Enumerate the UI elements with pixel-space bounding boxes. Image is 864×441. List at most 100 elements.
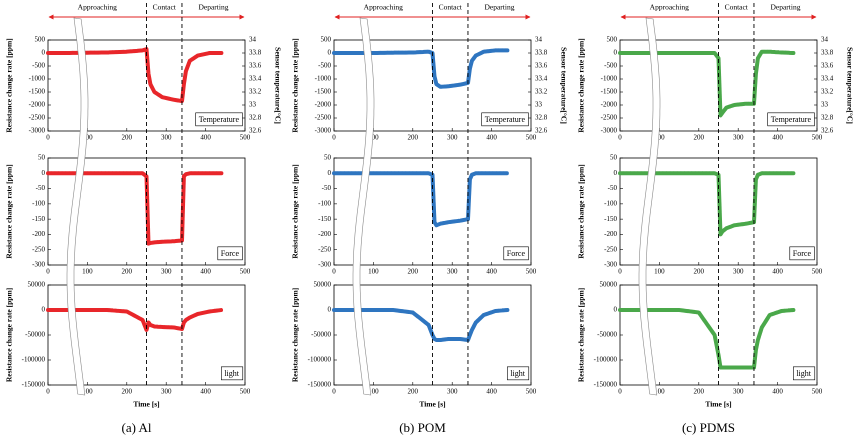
panel-label: Temperature [771,115,812,124]
panel-label-box [481,112,529,127]
x-tick-label: 400 [486,268,497,276]
y-tick-label: -150 [604,215,617,223]
y2-tick-label: 33 [249,101,257,109]
panel-label-box [767,112,815,127]
x-axis-label: Time [s] [419,400,445,409]
y-tick-label: -50 [322,184,332,192]
x-tick-label: 0 [46,268,50,276]
axis-break [66,17,89,396]
y2-tick-label: 33.2 [535,88,548,96]
x-tick-label: 200 [122,134,133,142]
x-tick-label: 0 [46,134,50,142]
phase-label: Contact [439,3,463,12]
x-tick-label: 500 [240,134,251,142]
y-axis-label: Resistance change rate [ppm] [577,288,586,382]
y2-tick-label: 33 [535,101,543,109]
x-tick-label: 300 [161,268,172,276]
panel-label-box [195,112,243,127]
caption: (b) POM [399,420,446,435]
y-tick-label: -150000 [594,381,618,389]
y-tick-label: -150000 [308,381,332,389]
panel-label-box [793,366,816,381]
x-tick-label: 200 [408,268,419,276]
x-tick-label: 100 [654,388,665,396]
x-tick-label: 500 [812,388,823,396]
panel-label-box [507,366,530,381]
y-tick-label: 0 [42,306,46,314]
x-tick-label: 0 [332,134,336,142]
y2-tick-label: 32.8 [249,114,262,122]
x-tick-label: 0 [618,134,622,142]
x-tick-label: 200 [694,134,705,142]
x-tick-label: 300 [447,388,458,396]
y2-tick-label: 33.8 [249,49,262,57]
y2-tick-label: 32.6 [249,127,262,135]
x-tick-label: 400 [772,134,783,142]
x-tick-label: 100 [368,268,379,276]
y2-tick-label: 33.2 [249,88,262,96]
y-axis-label: Resistance change rate [ppm] [291,288,300,382]
panel-label-box [503,246,529,261]
x-tick-label: 400 [200,134,211,142]
y-axis-label: Resistance change rate [ppm] [5,288,14,382]
phase-label: Departing [198,3,228,12]
y-tick-label: 50 [324,154,332,162]
x-tick-label: 100 [82,268,93,276]
y-tick-label: -3000 [315,127,332,135]
y-tick-label: -2500 [29,114,46,122]
x-tick-label: 200 [408,134,419,142]
data-line [46,171,224,246]
y-tick-label: -200 [604,230,617,238]
y-tick-label: 0 [42,169,46,177]
y-tick-label: -50 [36,184,46,192]
y2-tick-label: 34 [821,36,829,44]
y-axis-label: Resistance change rate [ppm] [291,164,300,258]
y2-axis-label: Sensor temperature[°C] [559,47,568,124]
y-axis-label: Resistance change rate [ppm] [577,164,586,258]
y-tick-label: -150000 [22,381,46,389]
y-tick-label: -2500 [601,114,618,122]
y-tick-label: -50000 [597,331,617,339]
y-axis-label: Resistance change rate [ppm] [291,38,300,132]
x-tick-label: 100 [82,388,93,396]
phase-label: Approaching [364,3,403,12]
panel-label: light [510,369,525,378]
data-line [332,171,510,228]
y-tick-label: -1000 [315,75,332,83]
y2-tick-label: 33.6 [535,62,548,70]
y-tick-label: -2000 [29,101,46,109]
axis-break [352,17,375,396]
data-line [618,308,796,370]
y-tick-label: 500 [607,36,618,44]
y-tick-label: -50 [608,184,618,192]
y-tick-label: 500 [35,36,46,44]
y-tick-label: 50000 [600,281,618,289]
y-tick-label: 50 [38,154,46,162]
panel-label: Temperature [485,115,526,124]
panel-label: Force [507,249,526,258]
y2-tick-label: 32.6 [821,127,834,135]
x-tick-label: 300 [161,134,172,142]
y2-tick-label: 33.8 [821,49,834,57]
x-tick-label: 500 [812,134,823,142]
x-tick-label: 100 [654,268,665,276]
y2-tick-label: 33.4 [821,75,834,83]
data-line [332,308,510,342]
y-tick-label: -2500 [315,114,332,122]
y-tick-label: -50000 [25,331,45,339]
panel-label: Force [221,249,240,258]
y2-tick-label: 33.8 [535,49,548,57]
x-tick-label: 0 [618,268,622,276]
x-tick-label: 200 [122,388,133,396]
x-tick-label: 400 [200,388,211,396]
x-axis-label: Time [s] [133,400,159,409]
y-tick-label: -50000 [311,331,331,339]
x-tick-label: 500 [526,268,537,276]
y-tick-label: -150 [32,215,45,223]
y-tick-label: -250 [32,245,45,253]
y-tick-label: -100 [32,199,45,207]
y-tick-label: -1500 [29,88,46,96]
axis-break [638,17,661,396]
phase-label: Departing [770,3,800,12]
x-tick-label: 400 [772,268,783,276]
